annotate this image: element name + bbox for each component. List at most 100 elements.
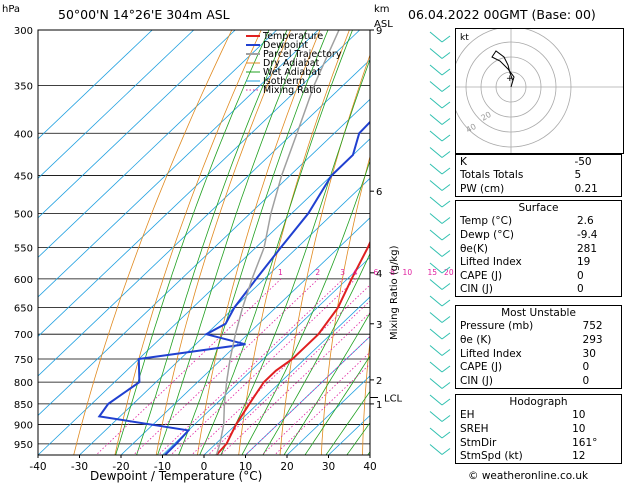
wind-barb [441,398,451,406]
surface-label: θe(K) [460,242,488,255]
mixing-ratio-label: 6 [374,268,379,277]
wind-barb [441,151,451,158]
mixing-ratio-label: 20 [444,268,454,277]
isotherm-line [38,138,370,455]
surface-value: 0 [577,283,584,296]
index-label: PW (cm) [460,182,505,195]
dry-adiabat-line [320,154,370,455]
table-row: SREH 10 [456,422,622,436]
wind-barb [429,411,443,422]
mu-label: CAPE (J) [460,361,503,374]
lcl-label: LCL [384,394,403,405]
km-tick-label: 3 [376,320,382,331]
wind-barb [441,85,451,92]
isotherm-line [38,30,319,298]
wind-barb [429,64,443,76]
surface-label: Lifted Index [460,256,522,269]
section-title: Most Unstable [501,306,576,319]
hodo-label: SREH [460,422,489,435]
isotherm-line [38,30,236,219]
hodograph-ring-label: 20 [480,110,493,123]
hodograph-unit: kt [460,33,469,43]
wind-barb [429,229,443,241]
chart-axes: 1234681015202530035040045050055060065070… [14,26,466,473]
wind-barb [441,299,451,307]
surface-value: -9.4 [577,228,598,241]
wind-barb [429,394,443,406]
isotherm-line [245,335,370,455]
wind-barb [441,200,451,208]
index-value: -50 [574,155,592,168]
surface-label: Temp (°C) [460,215,513,228]
dry-adiabat-line [362,337,370,455]
chart-grid [38,30,370,455]
km-tick-label: 2 [376,376,382,387]
wind-barb [429,130,443,142]
wet-adiabat-line [262,252,370,455]
table-row: Surface [456,201,622,215]
wind-barb [441,233,451,241]
wind-barb [429,180,443,191]
table-row: Pressure (mb) 752 [456,320,622,334]
table-row: Lifted Index 19 [456,255,622,269]
mu-label: θe (K) [460,333,492,346]
watermark[interactable]: © weatheronline.co.uk [468,470,589,482]
x-tick-label: -30 [71,461,88,473]
storm-motion-marker: + [506,74,514,84]
legend-label: Isotherm [263,76,305,87]
surface-value: 2.6 [577,215,594,228]
mixing-ratio-label: 3 [340,268,345,277]
x-tick-label: 30 [322,461,335,473]
asl-unit: ASL [374,19,393,30]
table-row: EH 10 [456,409,622,423]
mu-value: 0 [582,361,590,374]
index-value: 0.21 [574,182,598,195]
mixing-ratio-label: 2 [315,268,320,277]
km-tick-label: 4 [376,269,382,280]
x-tick-label: 10 [239,461,252,473]
wind-barb [429,246,443,257]
table-row: Totals Totals 5 [456,169,622,183]
mixing-ratio-line [261,351,370,455]
mu-value: 0 [582,374,590,387]
pressure-tick-label: 550 [14,244,33,255]
mixing-ratio-axis-label: Mixing Ratio (g/kg) [389,245,400,340]
wind-barb [441,167,451,175]
table-row: StmDir 161° [456,436,622,450]
wind-barb [441,431,451,439]
wet-adiabat-line [304,355,370,455]
isotherm-line [286,375,370,455]
mixing-ratio-label: 8 [390,268,395,277]
x-tick-label: 0 [201,461,208,473]
mu-label: Pressure (mb) [460,320,534,333]
wind-barbs [429,31,451,455]
isotherm-line [38,30,361,337]
wind-barb [441,332,451,340]
hodograph-trace [491,50,515,88]
surface-label: CAPE (J) [460,269,503,282]
wet-adiabat-line [283,312,370,455]
mu-value: 293 [582,333,603,346]
legend-label: Dewpoint [263,40,308,51]
km-unit: km [374,4,390,15]
hodo-label: StmDir [460,436,497,449]
surface-table: Surface Temp (°C) 2.6 Dewp (°C) -9.4 θe(K)… [455,200,622,298]
dry-adiabat-line [114,30,262,455]
wind-barb [441,448,451,455]
x-tick-label: -10 [154,461,171,473]
wind-barb [441,283,451,290]
wind-barb [441,134,451,142]
hodograph-panel: kt 20 40 + [450,26,624,154]
pressure-tick-label: 700 [14,330,33,341]
dry-adiabat-line [73,30,233,455]
wet-adiabat-line [325,390,370,455]
isotherm-line [162,256,370,455]
hodo-value: 161° [572,436,598,449]
wind-barb [429,444,443,455]
most-unstable-table: Most Unstable Pressure (mb) 752 θe (K) 293… [455,305,622,389]
mixing-ratio-line [158,278,344,455]
legend-label: Mixing Ratio [263,85,322,96]
wind-barb [429,48,443,59]
x-tick-label: 40 [363,461,376,473]
table-row: CAPE (J) 0 [456,269,622,283]
